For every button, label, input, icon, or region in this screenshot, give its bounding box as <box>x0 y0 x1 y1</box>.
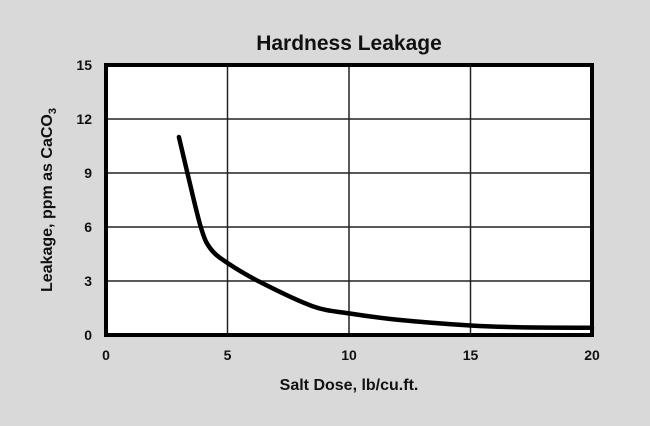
y-axis-label-main: Leakage, ppm as CaCO <box>39 114 56 292</box>
y-tick-label: 12 <box>76 111 92 127</box>
y-axis-label: Leakage, ppm as CaCO3 <box>39 108 59 292</box>
plot-frame <box>104 63 594 337</box>
y-tick-label: 15 <box>76 57 92 73</box>
y-tick-label: 0 <box>84 327 92 343</box>
x-tick-label: 10 <box>341 347 357 363</box>
y-tick-label: 3 <box>84 273 92 289</box>
x-tick-label: 15 <box>463 347 479 363</box>
y-tick-label: 6 <box>84 219 92 235</box>
y-axis-label-subscript: 3 <box>47 108 59 114</box>
chart-title: Hardness Leakage <box>256 32 442 55</box>
y-tick-label: 9 <box>84 165 92 181</box>
y-axis-ticks: 0 3 6 9 12 15 <box>76 57 92 343</box>
x-tick-label: 5 <box>224 347 232 363</box>
x-tick-label: 20 <box>584 347 600 363</box>
series-line <box>176 134 595 331</box>
x-tick-label: 0 <box>102 347 110 363</box>
x-axis-label: Salt Dose, lb/cu.ft. <box>280 377 419 394</box>
x-axis-ticks: 0 5 10 15 20 <box>102 347 600 363</box>
